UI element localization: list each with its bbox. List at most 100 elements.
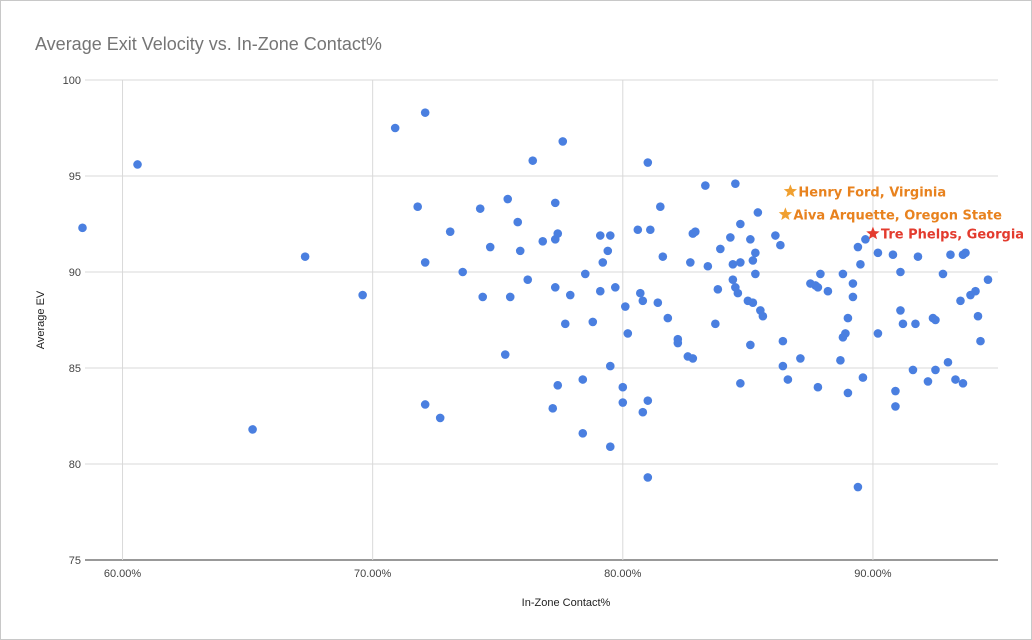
x-tick-label: 80.00% (604, 568, 642, 580)
data-point (896, 267, 905, 277)
data-point (643, 473, 653, 482)
data-point (796, 354, 805, 363)
data-points (78, 108, 993, 492)
data-point (736, 219, 745, 229)
data-point (701, 181, 710, 190)
chart-title: Average Exit Velocity vs. In-Zone Contac… (35, 34, 382, 54)
data-point (633, 225, 643, 235)
data-point (595, 286, 605, 296)
data-point (248, 425, 257, 434)
annotations: Henry Ford, Virginia Aiva Arquette, Orego… (778, 184, 1024, 243)
data-point (891, 402, 900, 411)
data-point (931, 365, 940, 375)
data-point (861, 235, 870, 244)
data-point (578, 375, 588, 384)
data-point (605, 361, 615, 371)
y-axis-ticks: 75 80 85 90 95 100 (63, 75, 81, 567)
data-point (923, 377, 933, 386)
data-point (673, 338, 683, 348)
data-point (733, 288, 743, 298)
data-point (841, 329, 850, 338)
data-point (605, 442, 615, 452)
data-point (663, 313, 673, 323)
data-point (856, 260, 865, 269)
y-tick-label: 75 (69, 555, 81, 567)
data-point (838, 269, 848, 279)
data-point (843, 313, 853, 323)
data-point (848, 292, 858, 302)
data-point (653, 298, 663, 308)
data-point (420, 108, 430, 117)
data-point (618, 382, 628, 392)
data-point (896, 306, 905, 315)
data-point (390, 123, 400, 133)
y-tick-label: 90 (69, 267, 81, 279)
data-point (560, 319, 570, 329)
data-point (691, 227, 700, 236)
data-point (961, 248, 970, 258)
data-point (971, 286, 980, 296)
data-point (580, 269, 590, 279)
data-point (728, 275, 738, 284)
data-point (776, 240, 785, 250)
data-point (778, 336, 788, 346)
data-point (643, 158, 653, 167)
data-point (758, 311, 768, 321)
data-point (528, 156, 538, 165)
data-point (778, 361, 788, 371)
data-point (813, 382, 823, 392)
data-point (843, 388, 853, 398)
data-point (523, 275, 533, 284)
data-point (873, 248, 883, 258)
data-point (420, 258, 430, 267)
data-point (538, 236, 548, 246)
x-tick-label: 60.00% (104, 568, 142, 580)
data-point (938, 269, 948, 279)
star-marker (866, 226, 880, 240)
y-tick-label: 80 (69, 459, 81, 471)
data-point (736, 379, 745, 388)
data-point (748, 256, 758, 265)
data-point (413, 202, 422, 212)
data-point (623, 329, 633, 338)
data-point (703, 261, 713, 271)
data-point (728, 260, 738, 269)
data-point (848, 279, 858, 288)
data-point (435, 413, 445, 423)
data-point (588, 317, 598, 327)
data-point (731, 179, 740, 188)
data-point (610, 283, 620, 292)
data-point (751, 269, 760, 279)
data-point (643, 396, 653, 405)
annotation-label: Henry Ford, Virginia (798, 185, 946, 200)
annotation-label: Tre Phelps, Georgia (881, 228, 1024, 243)
data-point (858, 373, 868, 382)
data-point (983, 275, 993, 284)
data-point (445, 227, 455, 236)
data-point (911, 319, 920, 329)
data-point (726, 233, 735, 242)
data-point (746, 340, 755, 350)
data-point (751, 248, 760, 258)
data-point (550, 283, 560, 292)
data-point (565, 290, 575, 300)
data-point (638, 296, 648, 306)
data-point (888, 250, 898, 260)
y-tick-label: 95 (69, 171, 81, 183)
data-point (891, 386, 900, 396)
data-point (943, 357, 953, 367)
data-point (605, 231, 615, 240)
star-marker (778, 207, 793, 221)
data-point (548, 404, 558, 413)
data-point (853, 242, 863, 252)
data-point (420, 400, 430, 409)
data-point (748, 298, 758, 308)
data-point (618, 398, 628, 407)
data-point (753, 208, 763, 217)
x-axis-label: In-Zone Contact% (522, 597, 611, 609)
y-tick-label: 100 (63, 75, 81, 87)
data-point (636, 288, 645, 298)
data-point (515, 246, 525, 256)
